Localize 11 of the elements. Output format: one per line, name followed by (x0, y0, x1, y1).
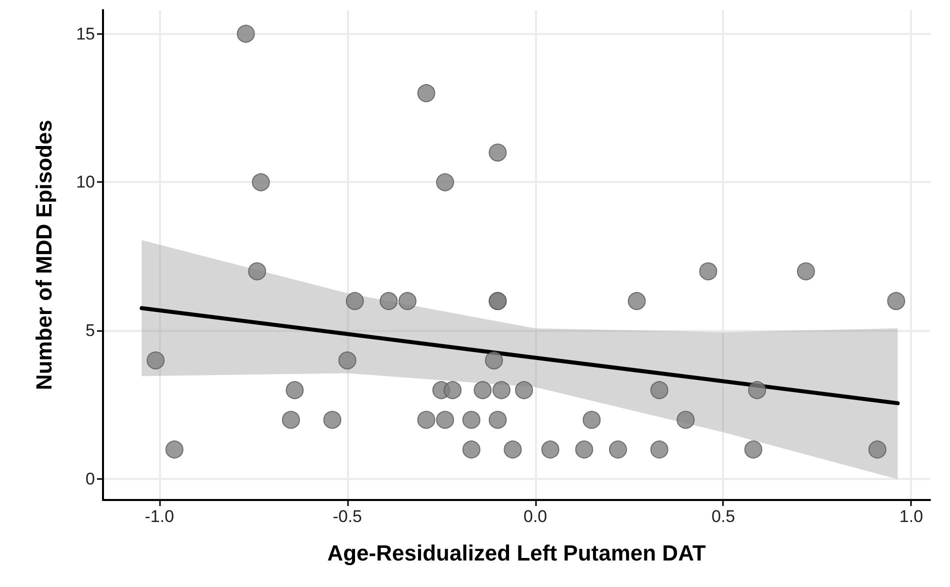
x-tick-label: -1.0 (144, 507, 174, 526)
y-tick-label: 10 (76, 172, 95, 192)
y-tick-label: 5 (86, 321, 95, 340)
x-tick-label: 0.5 (711, 507, 736, 526)
y-axis-title: Number of MDD Episodes (32, 120, 56, 390)
x-axis-title: Age-Residualized Left Putamen DAT (327, 540, 706, 566)
x-tick-label: -0.5 (332, 507, 362, 526)
x-tick-label: 1.0 (899, 507, 924, 526)
y-tick-label: 0 (86, 470, 95, 489)
x-tick-label: 0.0 (523, 507, 548, 526)
y-tick-label: 15 (76, 24, 95, 44)
